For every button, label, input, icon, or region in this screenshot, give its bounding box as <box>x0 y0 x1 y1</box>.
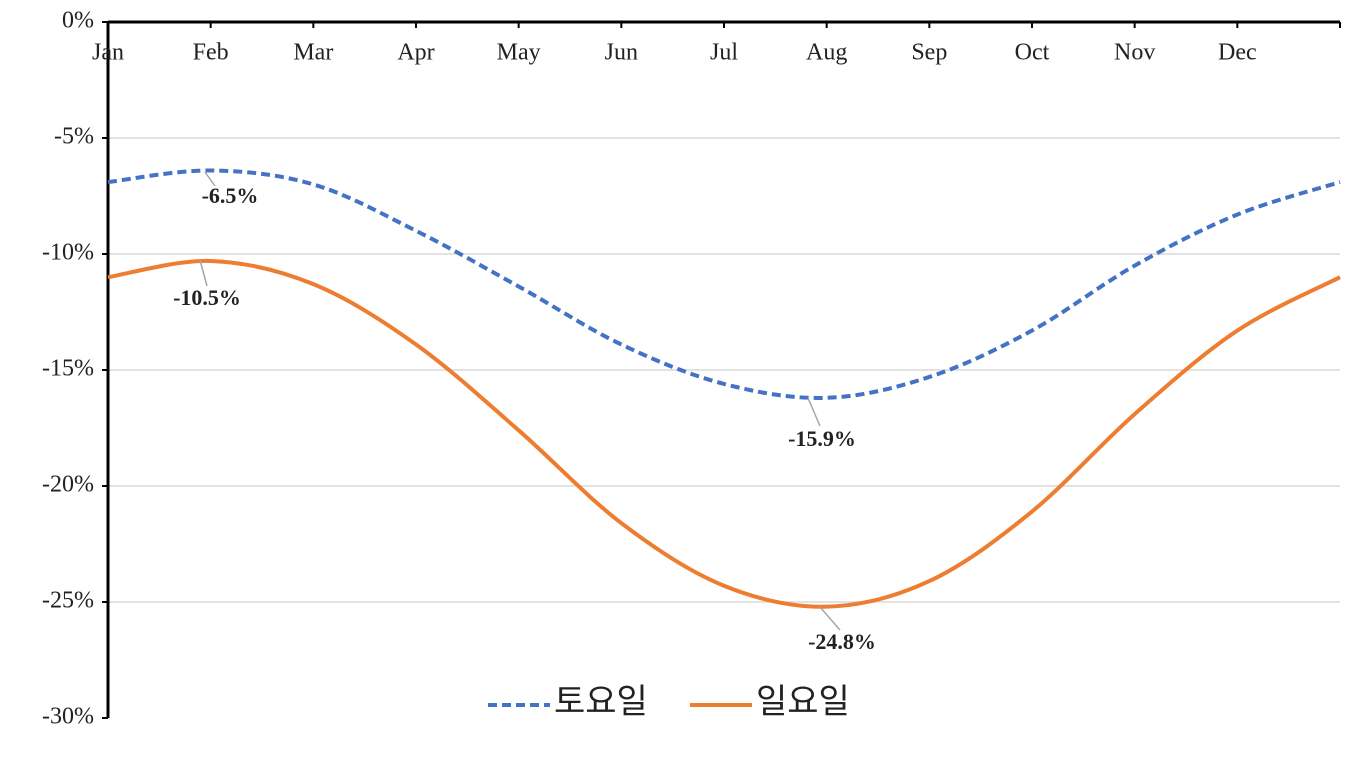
x-tick-label: Oct <box>1015 40 1050 66</box>
x-tick-label: Aug <box>806 40 847 66</box>
leader-line <box>807 397 821 427</box>
y-tick-label: -15% <box>42 356 94 382</box>
y-tick-label: -5% <box>54 124 94 150</box>
line-series <box>107 258 1341 609</box>
x-tick-label: Jul <box>710 40 738 66</box>
y-tick-label: -30% <box>42 704 94 730</box>
y-tick-label: 0% <box>62 8 94 34</box>
y-tick-label: -25% <box>42 588 94 614</box>
x-tick-label: Nov <box>1114 40 1155 66</box>
legend-label: 토요일 <box>554 684 648 721</box>
x-tick-label: Dec <box>1218 40 1257 66</box>
x-tick-label: Mar <box>293 40 333 66</box>
x-tick-label: Apr <box>397 40 434 66</box>
x-tick-label: Jan <box>92 40 124 66</box>
y-tick-label: -10% <box>42 240 94 266</box>
x-tick-label: Sep <box>911 40 947 66</box>
leader-line <box>204 171 216 187</box>
leader-line <box>819 606 841 631</box>
x-tick-label: Feb <box>193 40 229 66</box>
y-tick-label: -20% <box>42 472 94 498</box>
leader-line <box>199 259 208 287</box>
annotation: -6.5% <box>202 183 259 208</box>
line-series <box>107 168 1341 400</box>
annotation: -24.8% <box>808 629 876 654</box>
x-tick-label: Jun <box>605 40 638 66</box>
legend-label: 일요일 <box>756 684 850 721</box>
annotation: -15.9% <box>788 426 856 451</box>
annotation: -10.5% <box>173 285 241 310</box>
x-tick-label: May <box>497 40 541 66</box>
